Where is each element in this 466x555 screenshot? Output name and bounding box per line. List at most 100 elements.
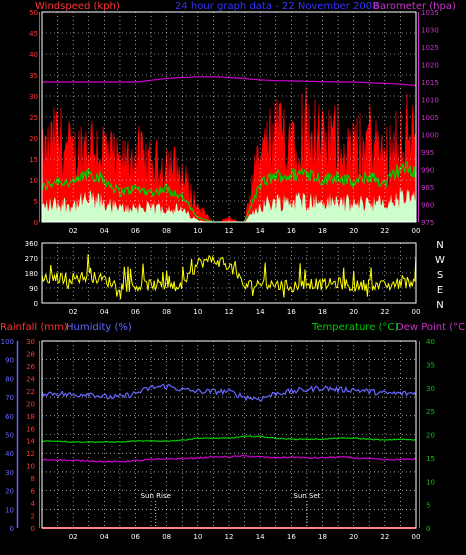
x-tick-label: 12: [225, 308, 234, 316]
barometer-tick-label: 1020: [421, 62, 439, 70]
x-tick-label: 14: [256, 308, 265, 316]
humidity-tick-label: 20: [5, 488, 14, 496]
compass-label: N: [436, 300, 443, 311]
temperature-axis-title: Temperature (°C): [311, 322, 398, 333]
wind-tick-label: 45: [29, 30, 38, 38]
humidity-tick-label: 0: [10, 525, 14, 533]
dewpoint-line: [41, 454, 417, 464]
x-tick-label: 08: [162, 227, 171, 235]
barometer-tick-label: 995: [421, 149, 434, 157]
rainfall-tick-label: 18: [26, 413, 35, 421]
rainfall-tick-label: 14: [26, 438, 35, 446]
rainfall-tick-label: 28: [26, 350, 35, 358]
humidity-tick-label: 40: [5, 450, 14, 458]
rainfall-tick-label: 2: [31, 513, 35, 521]
temperature-tick-label: 20: [426, 432, 435, 440]
x-tick-label: 16: [287, 308, 296, 316]
direction-tick-label: 0: [34, 300, 38, 308]
temperature-humidity-panel: Sun Rise Sun Set0102030405060708090100024…: [1, 338, 435, 541]
direction-tick-label: 90: [29, 285, 38, 293]
wind-tick-label: 0: [34, 219, 38, 227]
direction-panel-frame: [41, 242, 417, 304]
temp-panel-frame: [41, 340, 417, 529]
x-tick-label: 22: [380, 533, 389, 541]
humidity-tick-label: 30: [5, 469, 14, 477]
compass-label: E: [437, 285, 443, 296]
x-tick-label: 10: [193, 533, 202, 541]
rainfall-tick-label: 12: [26, 450, 35, 458]
direction-tick-label: 270: [25, 255, 38, 263]
x-tick-label: 12: [225, 533, 234, 541]
x-tick-label: 02: [69, 227, 78, 235]
barometer-axis-title: Barometer (hpa): [373, 1, 456, 12]
x-tick-label: 00: [412, 308, 421, 316]
x-tick-label: 06: [131, 227, 140, 235]
top-header: Windspeed (kph) 24 hour graph data - 22 …: [35, 1, 456, 12]
x-tick-label: 20: [349, 308, 358, 316]
wind-tick-label: 15: [29, 156, 38, 164]
barometer-tick-label: 990: [421, 167, 434, 175]
humidity-tick-label: 10: [5, 506, 14, 514]
rainfall-axis-title: Rainfall (mm): [0, 322, 68, 333]
chart-title: 24 hour graph data - 22 November 2008: [175, 1, 378, 12]
wind-tick-label: 20: [29, 135, 38, 143]
wind-tick-label: 40: [29, 51, 38, 59]
rainfall-tick-label: 6: [31, 488, 36, 496]
humidity-axis-title: Humidity (%): [66, 322, 132, 333]
wind-axis-title: Windspeed (kph): [35, 1, 120, 12]
humidity-tick-label: 60: [5, 413, 14, 421]
x-tick-label: 22: [380, 227, 389, 235]
humidity-tick-label: 70: [5, 394, 14, 402]
x-tick-label: 08: [162, 533, 171, 541]
temperature-tick-label: 35: [426, 361, 435, 369]
x-tick-label: 04: [100, 227, 109, 235]
wind-tick-label: 10: [29, 177, 38, 185]
rainfall-tick-label: 16: [26, 425, 35, 433]
barometer-tick-label: 1025: [421, 44, 439, 52]
humidity-tick-label: 50: [5, 432, 14, 440]
barometer-tick-label: 1000: [421, 132, 439, 140]
x-tick-label: 14: [256, 227, 265, 235]
temperature-tick-label: 25: [426, 408, 435, 416]
barometer-tick-label: 1035: [421, 9, 439, 17]
wind-low-area: [42, 186, 416, 222]
x-tick-label: 06: [131, 533, 140, 541]
x-tick-label: 12: [225, 227, 234, 235]
temperature-tick-label: 0: [426, 525, 430, 533]
direction-tick-label: 180: [25, 270, 38, 278]
barometer-tick-label: 980: [421, 202, 434, 210]
rainfall-tick-label: 30: [26, 338, 35, 346]
humidity-tick-label: 90: [5, 357, 14, 365]
humidity-tick-label: 80: [5, 375, 14, 383]
lower-header: Rainfall (mm) Humidity (%) Temperature (…: [0, 322, 466, 333]
temperature-tick-label: 15: [426, 455, 435, 463]
rainfall-tick-label: 24: [26, 375, 35, 383]
barometer-tick-label: 985: [421, 184, 434, 192]
x-tick-label: 02: [69, 533, 78, 541]
x-tick-label: 16: [287, 227, 296, 235]
humidity-line: [41, 383, 417, 402]
x-tick-label: 08: [162, 308, 171, 316]
rainfall-tick-label: 0: [31, 525, 35, 533]
rainfall-tick-label: 26: [26, 363, 35, 371]
temperature-tick-label: 10: [426, 478, 435, 486]
x-tick-label: 22: [380, 308, 389, 316]
x-tick-label: 06: [131, 308, 140, 316]
temperature-tick-label: 30: [426, 385, 435, 393]
x-tick-label: 18: [318, 308, 327, 316]
rainfall-tick-label: 22: [26, 388, 35, 396]
x-tick-label: 14: [256, 533, 265, 541]
x-tick-label: 18: [318, 227, 327, 235]
wind-tick-label: 35: [29, 72, 38, 80]
compass-label: S: [437, 270, 443, 281]
wind-tick-label: 25: [29, 114, 38, 122]
temperature-line: [41, 435, 417, 444]
compass-label: N: [436, 240, 443, 251]
wind-direction-line: [41, 254, 417, 299]
humidity-tick-label: 100: [1, 338, 14, 346]
barometer-line: [42, 76, 417, 87]
sunset-label: Sun Set: [293, 492, 320, 500]
x-tick-label: 02: [69, 308, 78, 316]
